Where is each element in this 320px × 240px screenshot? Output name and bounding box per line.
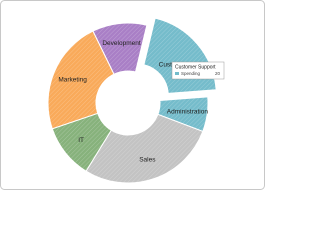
slice-hatch: [52, 113, 112, 172]
page: {"chart_data": { "type": "doughnut", "ca…: [0, 0, 265, 190]
slice-hatch: [92, 23, 147, 75]
slice-label: Development: [102, 40, 140, 47]
tooltip-title: Customer Support: [175, 64, 216, 70]
slice-hatch: [157, 96, 209, 132]
slice-label: IT: [78, 137, 84, 144]
tooltip-label: Spending: [181, 71, 201, 76]
tooltip-box: [171, 61, 225, 80]
slice-label: Sales: [139, 157, 156, 164]
slice-label: Administration: [167, 108, 209, 115]
tooltip-swatch: [175, 72, 179, 75]
chart: Development Customer Support Administratio…: [0, 0, 265, 190]
slice-hatch: [48, 31, 114, 129]
slice-hatch: [86, 114, 203, 183]
tooltip-value: 20: [215, 71, 221, 76]
tooltip: Customer Support Spending 20: [171, 61, 225, 80]
slice-label: Marketing: [58, 77, 87, 84]
